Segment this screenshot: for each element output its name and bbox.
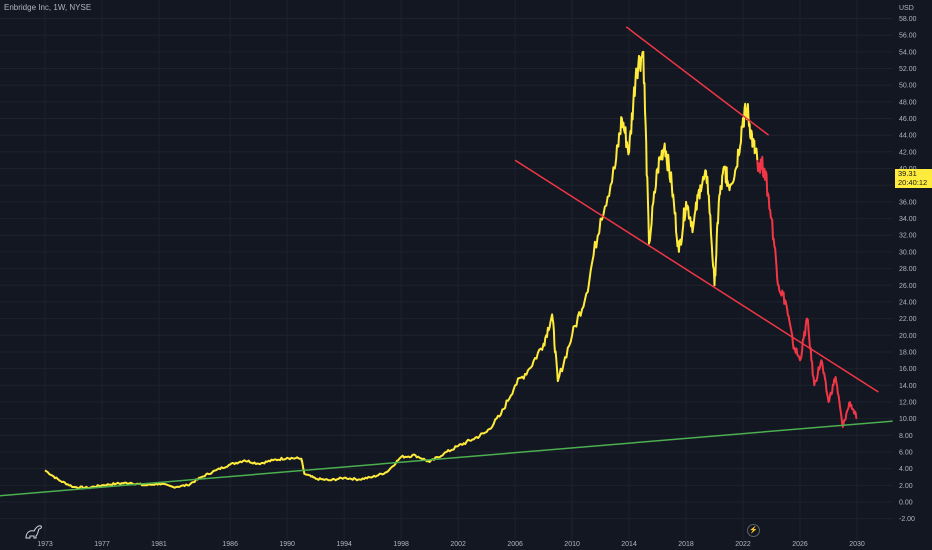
x-tick-label: 1977 xyxy=(94,541,110,548)
x-tick-label: 1981 xyxy=(151,541,167,548)
y-tick-label: 48.00 xyxy=(899,99,917,106)
y-tick-label: 22.00 xyxy=(899,316,917,323)
y-tick-label: 14.00 xyxy=(899,383,917,390)
y-tick-label: 58.00 xyxy=(899,16,917,23)
support-line xyxy=(0,420,893,497)
y-axis: USD 58.00 56.00 54.00 52.00 50.00 48.00 46.00 44… xyxy=(899,5,917,523)
y-tick-label: 28.00 xyxy=(899,266,917,273)
x-tick-label: 2002 xyxy=(450,541,466,548)
y-tick-label: 18.00 xyxy=(899,349,917,356)
trendline-layer xyxy=(0,26,893,497)
y-tick-label: 2.00 xyxy=(899,483,913,490)
x-tick-label: 1994 xyxy=(336,541,352,548)
y-tick-label: 30.00 xyxy=(899,249,917,256)
chart-title: Enbridge Inc, 1W, NYSE xyxy=(4,3,92,12)
y-tick-label: 26.00 xyxy=(899,283,917,290)
y-axis-unit: USD xyxy=(899,5,914,12)
y-tick-label: 34.00 xyxy=(899,216,917,223)
x-tick-label: 2026 xyxy=(792,541,808,548)
series-layer xyxy=(44,50,858,490)
grid xyxy=(0,0,893,540)
x-tick-label: 2018 xyxy=(678,541,694,548)
y-tick-label: 10.00 xyxy=(899,416,917,423)
y-tick-label: 52.00 xyxy=(899,66,917,73)
y-tick-label: 12.00 xyxy=(899,399,917,406)
y-tick-label: 8.00 xyxy=(899,433,913,440)
x-tick-label: 2030 xyxy=(849,541,865,548)
current-price-badge: 39.31 20:40:12 xyxy=(895,169,932,188)
x-tick-label: 1990 xyxy=(279,541,295,548)
y-tick-label: 46.00 xyxy=(899,116,917,123)
x-tick-label: 1986 xyxy=(222,541,238,548)
bar-timer: 20:40:12 xyxy=(898,178,928,187)
y-tick-label: 42.00 xyxy=(899,149,917,156)
x-tick-label: 1998 xyxy=(393,541,409,548)
x-axis: 1973 1977 1981 1986 1990 1994 1998 2002 2006 2010… xyxy=(37,541,865,548)
dinosaur-logo-icon xyxy=(25,525,42,539)
y-tick-label: 36.00 xyxy=(899,199,917,206)
y-tick-label: -2.00 xyxy=(899,516,915,523)
y-tick-label: 24.00 xyxy=(899,299,917,306)
x-tick-label: 2006 xyxy=(507,541,523,548)
y-tick-label: 32.00 xyxy=(899,233,917,240)
y-tick-label: 16.00 xyxy=(899,366,917,373)
current-price: 39.31 xyxy=(898,169,917,178)
projection-series-line xyxy=(756,155,858,428)
y-tick-label: 20.00 xyxy=(899,333,917,340)
y-tick-label: 44.00 xyxy=(899,133,917,140)
x-tick-label: 2022 xyxy=(735,541,751,548)
x-tick-label: 2010 xyxy=(564,541,580,548)
x-tick-label: 1973 xyxy=(37,541,53,548)
x-tick-label: 2014 xyxy=(621,541,637,548)
y-tick-label: 54.00 xyxy=(899,49,917,56)
y-tick-label: 50.00 xyxy=(899,83,917,90)
channel-upper-line xyxy=(625,26,770,136)
channel-lower-line xyxy=(514,159,879,393)
y-tick-label: 6.00 xyxy=(899,449,913,456)
y-tick-label: 0.00 xyxy=(899,500,913,507)
y-tick-label: 56.00 xyxy=(899,33,917,40)
lightning-icon[interactable]: ⚡ xyxy=(747,524,760,537)
y-tick-label: 4.00 xyxy=(899,466,913,473)
